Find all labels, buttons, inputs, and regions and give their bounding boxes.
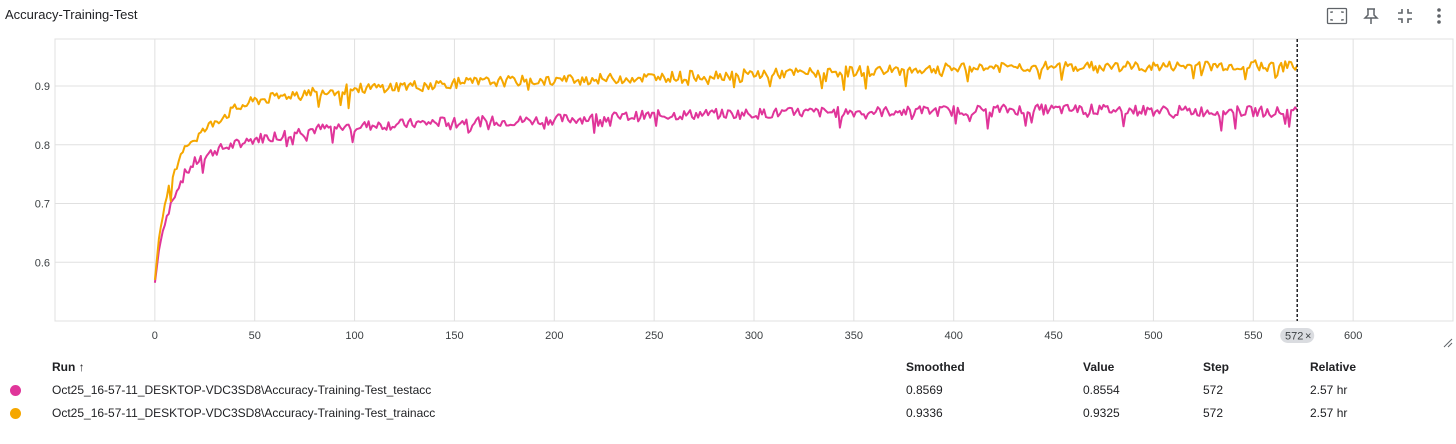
series-line-trainacc[interactable] (153, 59, 1299, 280)
collapse-button[interactable] (1388, 4, 1422, 28)
x-tick-label: 100 (345, 330, 363, 342)
relative-value: 2.57 hr (1310, 383, 1348, 397)
pin-icon (1363, 8, 1379, 24)
x-tick-label: 350 (845, 330, 863, 342)
pin-button[interactable] (1354, 4, 1388, 28)
x-tick-label: 200 (545, 330, 563, 342)
table-row: Oct25_16-57-11_DESKTOP-VDC3SD8\Accuracy-… (0, 379, 1456, 402)
x-tick-label: 300 (745, 330, 763, 342)
series-line-testacc[interactable] (153, 103, 1299, 283)
step-value: 572 (1203, 383, 1224, 397)
fit-domain-button[interactable] (1320, 4, 1354, 28)
x-tick-label: 0 (152, 330, 158, 342)
run-column-header[interactable]: Run ↑ (52, 360, 85, 374)
y-tick-label: 0.9 (35, 81, 50, 93)
x-tick-label: 450 (1044, 330, 1062, 342)
runs-table: Run ↑ Smoothed Value Step Relative Oct25… (0, 356, 1456, 425)
y-tick-label: 0.8 (35, 140, 50, 152)
y-tick-label: 0.7 (35, 199, 50, 211)
y-tick-label: 0.6 (35, 257, 50, 269)
fit-domain-icon (1326, 7, 1348, 25)
smoothed-column-header[interactable]: Smoothed (906, 360, 965, 374)
table-row: Oct25_16-57-11_DESKTOP-VDC3SD8\Accuracy-… (0, 402, 1456, 425)
line-chart[interactable]: 0 50 100 150 200 250 300 350 400 450 500 550 600 0.6 0… (0, 34, 1456, 346)
step-column-header[interactable]: Step (1203, 360, 1230, 374)
smoothed-value: 0.9336 (906, 406, 943, 420)
x-tick-label: 50 (249, 330, 261, 342)
collapse-icon (1398, 9, 1412, 23)
run-name: Oct25_16-57-11_DESKTOP-VDC3SD8\Accuracy-… (52, 383, 432, 397)
x-tick-label: 400 (945, 330, 963, 342)
step-cursor-close-icon[interactable]: × (1305, 331, 1311, 343)
chart-title: Accuracy-Training-Test (5, 7, 138, 22)
raw-value: 0.8554 (1083, 383, 1120, 397)
relative-column-header[interactable]: Relative (1310, 360, 1357, 374)
x-tick-label: 550 (1244, 330, 1262, 342)
table-header: Run ↑ Smoothed Value Step Relative (0, 356, 1456, 379)
step-cursor-label: 572 (1285, 331, 1303, 343)
raw-value: 0.9325 (1083, 406, 1120, 420)
more-vert-icon (1437, 8, 1441, 24)
x-tick-label: 600 (1344, 330, 1362, 342)
x-tick-label: 150 (445, 330, 463, 342)
run-name: Oct25_16-57-11_DESKTOP-VDC3SD8\Accuracy-… (52, 406, 436, 420)
resize-handle-icon[interactable] (1443, 338, 1453, 348)
card-toolbar (1320, 4, 1456, 28)
x-tick-label: 500 (1144, 330, 1162, 342)
smoothed-value: 0.8569 (906, 383, 943, 397)
run-color-dot (10, 385, 21, 396)
run-color-dot (10, 408, 21, 419)
x-tick-label: 250 (645, 330, 663, 342)
step-value: 572 (1203, 406, 1224, 420)
value-column-header[interactable]: Value (1083, 360, 1115, 374)
relative-value: 2.57 hr (1310, 406, 1348, 420)
more-options-button[interactable] (1422, 4, 1456, 28)
step-cursor-chip[interactable] (1280, 328, 1315, 343)
